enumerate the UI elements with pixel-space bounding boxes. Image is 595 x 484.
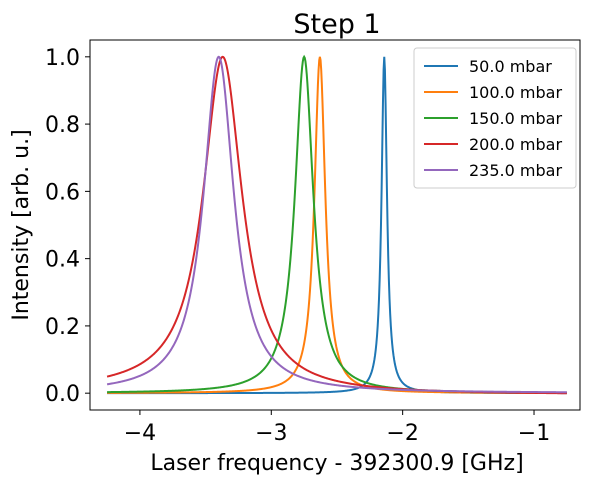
chart-title: Step 1 (293, 9, 380, 40)
x-axis-ticks: −4 −3 −2 −1 (124, 410, 550, 446)
series-line-5 (106, 55, 567, 394)
x-tick-label: −4 (124, 421, 156, 446)
y-tick-label: 0.0 (45, 382, 80, 407)
legend-box (413, 47, 577, 189)
x-axis-label: Laser frequency - 392300.9 [GHz] (150, 451, 523, 476)
legend: 50.0 mbar 100.0 mbar 150.0 mbar 200.0 mbar 2… (413, 47, 577, 189)
y-tick-label: 0.4 (45, 248, 80, 273)
plot-frame (89, 39, 581, 411)
x-tick-label: −3 (255, 421, 287, 446)
x-tick-label: −1 (518, 421, 550, 446)
series-group (106, 54, 567, 395)
y-axis-label: Intensity [arb. u.] (9, 129, 34, 320)
y-tick-label: 0.8 (45, 113, 80, 138)
y-tick-label: 0.2 (45, 315, 80, 340)
legend-label: 50.0 mbar (469, 57, 552, 76)
y-tick-label: 0.6 (45, 180, 80, 205)
legend-label: 200.0 mbar (469, 135, 562, 154)
x-tick-label: −2 (386, 421, 418, 446)
legend-label: 235.0 mbar (469, 161, 562, 180)
y-axis-ticks: 0.0 0.2 0.4 0.6 0.8 1.0 (45, 46, 90, 407)
legend-label: 150.0 mbar (469, 109, 562, 128)
y-tick-label: 1.0 (45, 46, 80, 71)
legend-label: 100.0 mbar (469, 83, 562, 102)
